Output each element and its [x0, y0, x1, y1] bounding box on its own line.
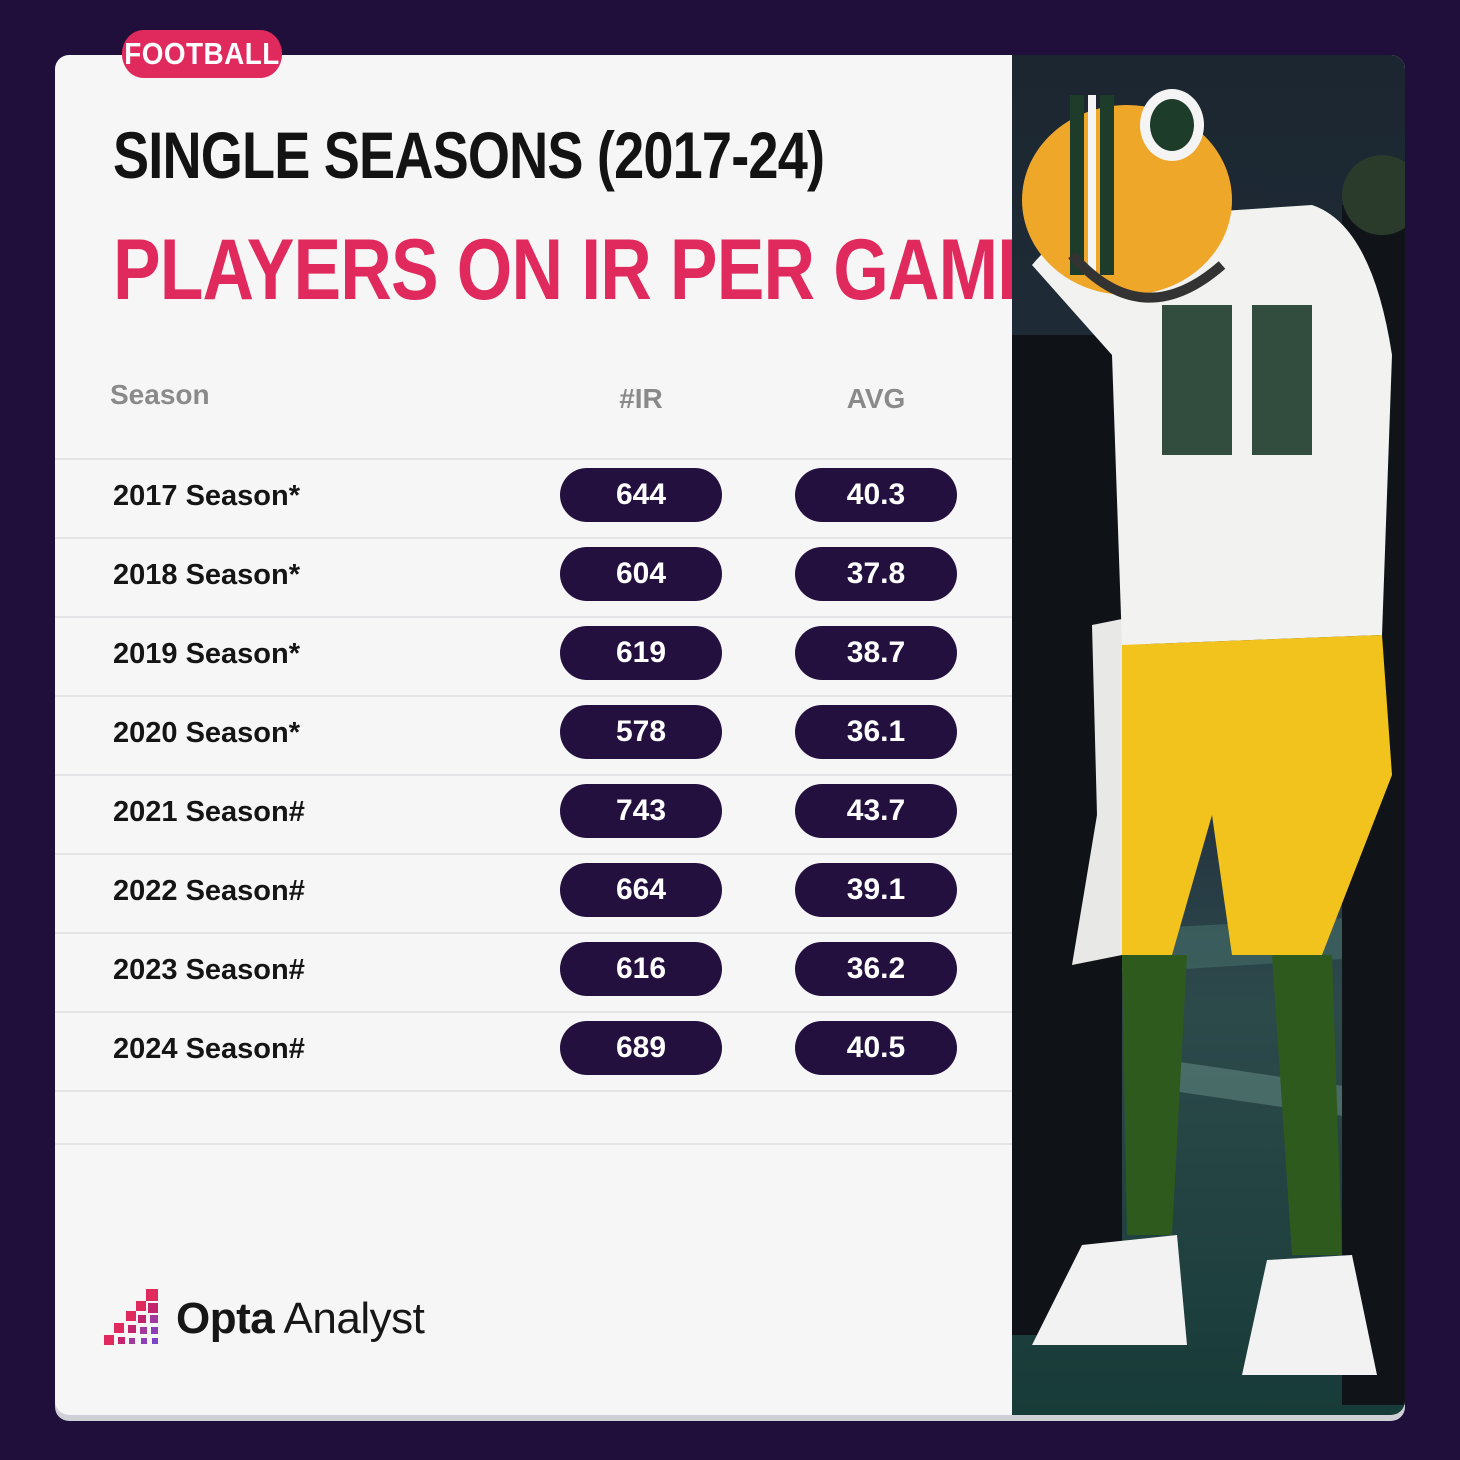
table-row: 2018 Season* 604 37.8 [55, 537, 1012, 616]
table-row: 2023 Season# 616 36.2 [55, 932, 1012, 1011]
ir-count-pill: 664 [560, 863, 722, 917]
category-tag: FOOTBALL [121, 30, 283, 78]
table-row: 2022 Season# 664 39.1 [55, 853, 1012, 932]
column-header-avg: AVG [846, 383, 906, 414]
table-row: 2017 Season* 644 40.3 [55, 458, 1012, 537]
avg-pill: 40.5 [795, 1021, 957, 1075]
avg-pill: 37.8 [795, 547, 957, 601]
ir-count-pill: 604 [560, 547, 722, 601]
opta-logo-icon [104, 1289, 158, 1345]
column-header-ir: #IR [619, 383, 663, 414]
avg-pill: 39.1 [795, 863, 957, 917]
season-label: 2021 Season# [113, 796, 305, 828]
table-row: 2021 Season# 743 43.7 [55, 774, 1012, 853]
season-label: 2023 Season# [113, 954, 305, 986]
brand-name-bold: Opta [176, 1294, 275, 1343]
avg-pill: 36.2 [795, 942, 957, 996]
page-title: SINGLE SEASONS (2017-24) [113, 118, 825, 192]
brand-name-light: Analyst [274, 1294, 425, 1343]
infographic-card: SINGLE SEASONS (2017-24) PLAYERS ON IR P… [55, 55, 1405, 1415]
column-header-season: Season [110, 379, 210, 410]
ir-count-pill: 689 [560, 1021, 722, 1075]
season-label: 2024 Season# [113, 1033, 305, 1065]
divider [55, 1143, 1012, 1145]
ir-count-pill: 743 [560, 784, 722, 838]
avg-pill: 43.7 [795, 784, 957, 838]
season-label: 2020 Season* [113, 717, 301, 749]
ir-count-pill: 616 [560, 942, 722, 996]
table-row: 2020 Season* 578 36.1 [55, 695, 1012, 774]
season-label: 2022 Season# [113, 875, 305, 907]
season-label: 2019 Season* [113, 638, 301, 670]
season-label: 2017 Season* [113, 480, 301, 512]
avg-pill: 38.7 [795, 626, 957, 680]
ir-count-pill: 644 [560, 468, 722, 522]
table-row: 2019 Season* 619 38.7 [55, 616, 1012, 695]
season-label: 2018 Season* [113, 559, 301, 591]
player-photo [1012, 55, 1405, 1415]
ir-count-pill: 578 [560, 705, 722, 759]
page-subtitle: PLAYERS ON IR PER GAME [113, 222, 1045, 318]
avg-pill: 40.3 [795, 468, 957, 522]
stats-table: 2017 Season* 644 40.3 2018 Season* 604 3… [55, 458, 1012, 1092]
ir-count-pill: 619 [560, 626, 722, 680]
avg-pill: 36.1 [795, 705, 957, 759]
table-row: 2024 Season# 689 40.5 [55, 1011, 1012, 1092]
brand-name: Opta Analyst [176, 1294, 425, 1344]
opta-analyst-logo: Opta Analyst [100, 1287, 425, 1351]
